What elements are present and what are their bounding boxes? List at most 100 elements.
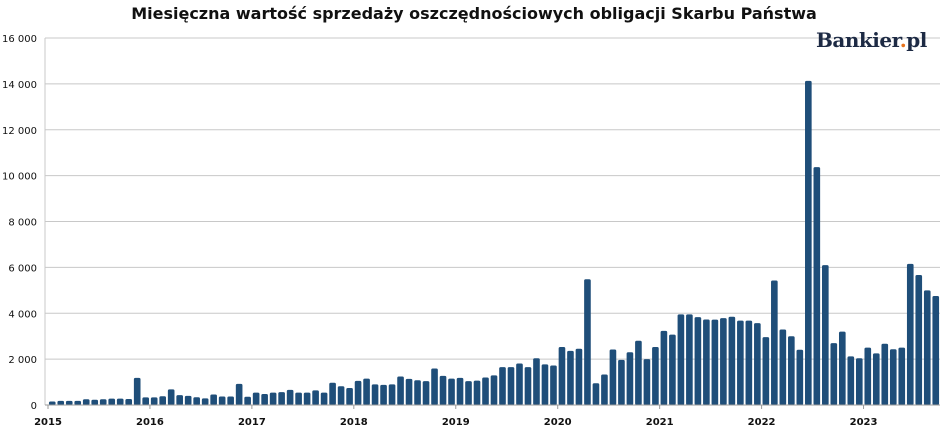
y-tick-label: 10 000 xyxy=(2,172,37,183)
bar xyxy=(57,400,65,405)
bar xyxy=(584,279,591,405)
bar xyxy=(872,353,880,405)
bar xyxy=(159,396,166,405)
bar xyxy=(669,334,676,405)
bar xyxy=(575,348,583,405)
bar xyxy=(660,330,668,405)
x-tick-label: 2017 xyxy=(238,417,266,428)
logo-text: Bankier xyxy=(816,28,900,52)
bar xyxy=(499,367,506,405)
bar xyxy=(346,388,353,405)
chart-title: Miesięczna wartość sprzedaży oszczędnośc… xyxy=(131,4,817,23)
bar xyxy=(133,377,141,405)
bar xyxy=(652,346,659,405)
bar xyxy=(592,383,600,405)
x-tick-label: 2016 xyxy=(136,417,164,428)
bar xyxy=(711,319,719,405)
logo-dot: . xyxy=(899,28,907,52)
y-tick-label: 14 000 xyxy=(2,80,37,91)
bar xyxy=(465,381,472,405)
bar xyxy=(915,274,923,405)
bar xyxy=(142,397,150,405)
y-tick-label: 16 000 xyxy=(2,34,37,45)
bar xyxy=(448,378,455,405)
bar xyxy=(788,336,795,405)
bar xyxy=(278,392,285,405)
bar xyxy=(74,400,82,405)
bar xyxy=(439,375,447,405)
bar xyxy=(762,337,770,405)
bar xyxy=(541,364,549,405)
bar xyxy=(830,343,838,405)
bar xyxy=(898,347,906,405)
bar xyxy=(329,382,336,405)
bar xyxy=(533,358,540,405)
bar xyxy=(703,319,710,405)
bar xyxy=(906,263,914,405)
bar xyxy=(312,390,319,405)
bar xyxy=(176,395,183,405)
bar xyxy=(737,320,744,405)
bar xyxy=(99,399,107,405)
bar xyxy=(125,399,133,405)
bar xyxy=(354,380,362,405)
bar xyxy=(745,320,753,405)
bar xyxy=(363,378,370,405)
bar xyxy=(796,349,804,405)
bar xyxy=(397,376,404,405)
bar xyxy=(720,318,727,405)
y-tick-label: 12 000 xyxy=(2,126,37,137)
bar xyxy=(864,347,872,405)
bar xyxy=(91,399,99,405)
bankier-logo: Bankier.pl xyxy=(816,28,927,52)
bar xyxy=(779,329,787,405)
y-tick-label: 4 000 xyxy=(8,309,37,320)
y-tick-label: 6 000 xyxy=(8,263,37,274)
y-tick-label: 2 000 xyxy=(8,355,37,366)
bar xyxy=(320,392,328,405)
bar xyxy=(371,384,379,405)
bar xyxy=(388,384,396,405)
bar xyxy=(771,280,778,405)
bar xyxy=(643,359,651,405)
bar xyxy=(380,384,387,405)
bar xyxy=(48,401,56,405)
bar xyxy=(167,389,175,405)
bar xyxy=(116,398,124,405)
bar xyxy=(210,394,217,405)
bar xyxy=(609,349,617,405)
bar xyxy=(473,380,481,405)
bar xyxy=(805,80,812,405)
x-tick-label: 2023 xyxy=(850,417,878,428)
bar xyxy=(244,396,251,405)
bar xyxy=(686,314,693,405)
bar xyxy=(65,400,73,405)
bar xyxy=(227,396,234,405)
x-tick-label: 2015 xyxy=(34,417,62,428)
bar xyxy=(677,314,685,405)
bar xyxy=(516,363,523,405)
bar xyxy=(728,316,736,405)
bar xyxy=(626,352,634,405)
bar xyxy=(235,383,243,405)
bar xyxy=(694,317,702,405)
bar xyxy=(881,343,889,405)
bar xyxy=(252,392,260,405)
bar xyxy=(847,356,855,405)
bar xyxy=(567,350,574,405)
bar xyxy=(150,397,158,405)
bar xyxy=(184,395,192,405)
bar xyxy=(507,367,515,405)
bar xyxy=(82,399,90,405)
bar xyxy=(550,365,557,405)
bar xyxy=(482,377,489,405)
bar xyxy=(822,265,829,405)
bar xyxy=(218,396,226,405)
bar xyxy=(193,397,200,405)
bar xyxy=(422,381,430,405)
bar xyxy=(337,386,345,405)
bar xyxy=(524,367,532,405)
bar xyxy=(889,349,897,405)
bar xyxy=(201,398,209,405)
